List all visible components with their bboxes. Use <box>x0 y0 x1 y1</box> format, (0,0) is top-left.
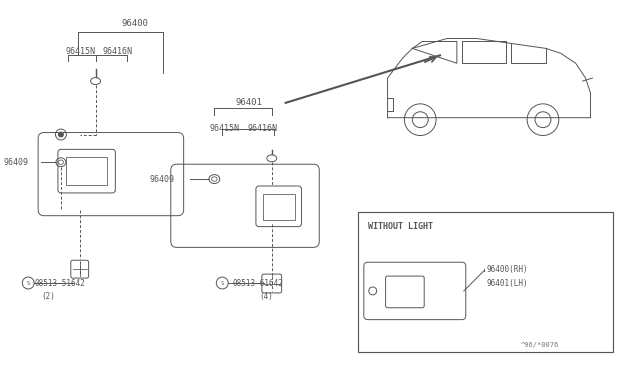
Text: WITHOUT LIGHT: WITHOUT LIGHT <box>368 222 433 231</box>
Text: 96415N: 96415N <box>66 47 96 56</box>
Text: 08513-51642: 08513-51642 <box>34 279 85 288</box>
Text: (2): (2) <box>41 292 55 301</box>
Text: 96409: 96409 <box>3 158 28 167</box>
Text: 96400(RH): 96400(RH) <box>486 264 528 274</box>
Text: 96416N: 96416N <box>102 47 132 56</box>
Text: 08513-61642: 08513-61642 <box>232 279 283 288</box>
Bar <box>66 157 108 185</box>
Text: 96401(LH): 96401(LH) <box>486 279 528 288</box>
Text: 96416N: 96416N <box>247 124 277 133</box>
Text: S: S <box>27 280 30 286</box>
Circle shape <box>58 132 63 137</box>
Text: (4): (4) <box>259 292 273 301</box>
Text: ^96/*0076: ^96/*0076 <box>521 342 559 348</box>
Text: 96415N: 96415N <box>209 124 239 133</box>
Bar <box>263 194 294 219</box>
Text: 96409: 96409 <box>150 174 175 183</box>
Text: 96400: 96400 <box>122 19 148 28</box>
Text: 96401: 96401 <box>236 98 262 108</box>
Text: S: S <box>221 280 224 286</box>
